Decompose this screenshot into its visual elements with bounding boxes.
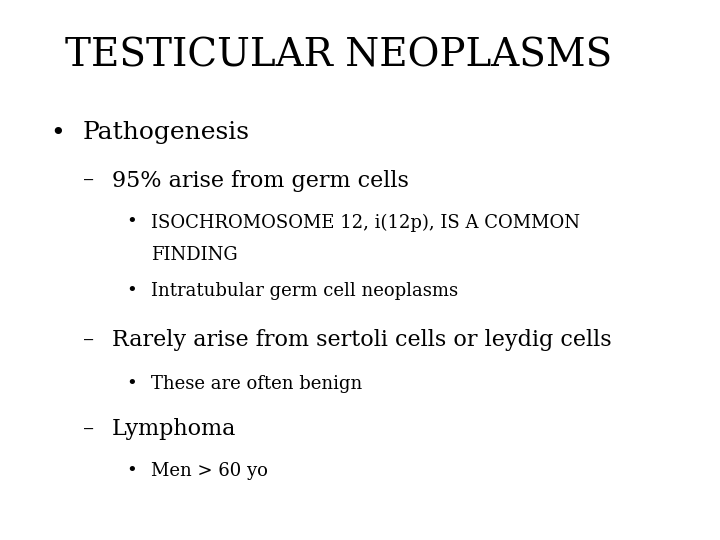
Text: •: • (126, 375, 137, 393)
Text: ISOCHROMOSOME 12, i(12p), IS A COMMON: ISOCHROMOSOME 12, i(12p), IS A COMMON (151, 213, 580, 232)
Text: TESTICULAR NEOPLASMS: TESTICULAR NEOPLASMS (65, 38, 612, 75)
Text: •: • (126, 213, 137, 231)
Text: These are often benign: These are often benign (151, 375, 362, 393)
Text: –: – (83, 418, 94, 441)
Text: •: • (126, 462, 137, 480)
Text: 95% arise from germ cells: 95% arise from germ cells (112, 170, 408, 192)
Text: –: – (83, 170, 94, 192)
Text: •: • (50, 122, 65, 145)
Text: FINDING: FINDING (151, 246, 238, 264)
Text: Rarely arise from sertoli cells or leydig cells: Rarely arise from sertoli cells or leydi… (112, 329, 611, 352)
Text: Pathogenesis: Pathogenesis (83, 122, 250, 145)
Text: •: • (126, 282, 137, 300)
Text: Men > 60 yo: Men > 60 yo (151, 462, 268, 480)
Text: –: – (83, 329, 94, 352)
Text: Intratubular germ cell neoplasms: Intratubular germ cell neoplasms (151, 282, 459, 300)
Text: Lymphoma: Lymphoma (112, 418, 236, 441)
